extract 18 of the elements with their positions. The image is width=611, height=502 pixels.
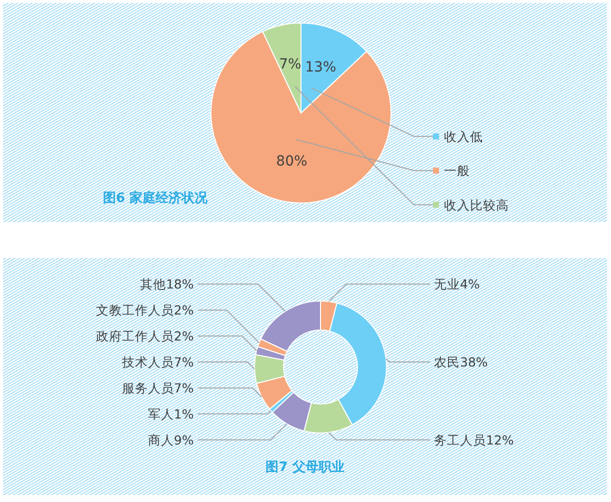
data-label: 7% xyxy=(279,56,302,73)
slice-label: 军人1% xyxy=(148,406,194,422)
slice-label: 务工人员12% xyxy=(434,432,514,448)
data-label: 13% xyxy=(305,60,336,76)
legend-label: 收入低 xyxy=(444,128,483,144)
data-label: 80% xyxy=(276,154,308,170)
legend-label: 一般 xyxy=(444,163,470,178)
slice-label: 农民38% xyxy=(434,354,488,370)
text: 图6 家庭经济状况 xyxy=(103,190,208,208)
slice-label: 技术人员7% xyxy=(120,354,194,370)
slice-label: 服务人员7% xyxy=(122,380,194,396)
slice-label: 商人9% xyxy=(148,432,194,448)
slice-label: 无业4% xyxy=(434,276,480,292)
slice-label: 政府工作人员2% xyxy=(96,328,194,344)
slice-label: 文教工作人员2% xyxy=(96,302,194,318)
slice-label: 其他18% xyxy=(140,276,194,292)
text: 图7 父母职业 xyxy=(264,459,346,477)
legend-label: 收入比较高 xyxy=(444,197,509,212)
